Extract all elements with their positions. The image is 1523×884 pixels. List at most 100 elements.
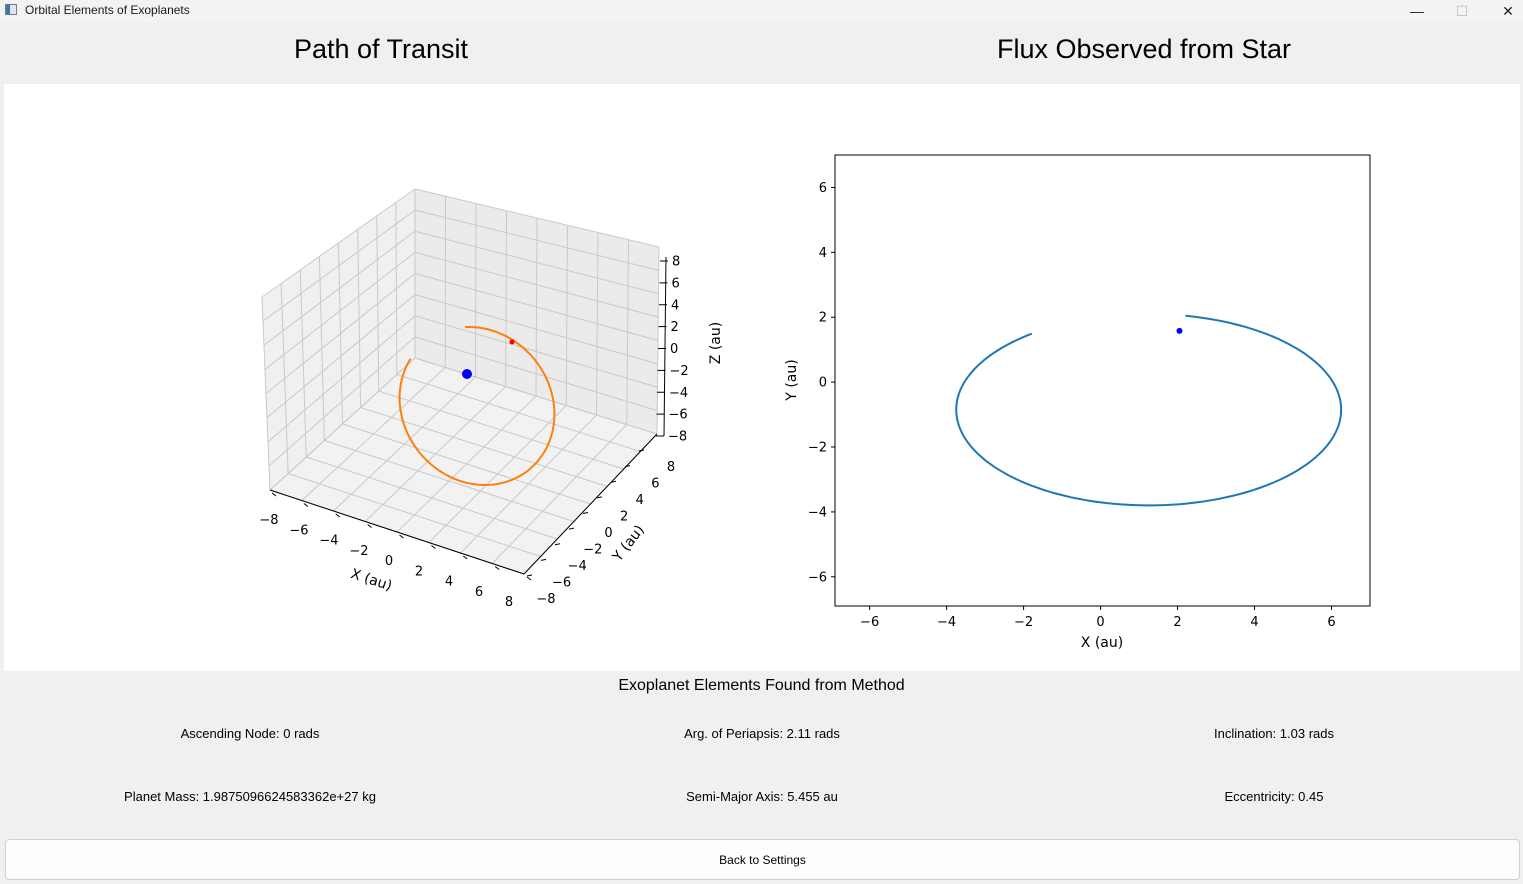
path-of-transit-title: Path of Transit	[293, 34, 469, 64]
x-tick-label-3d: −4	[319, 534, 338, 549]
planet-marker-3d	[509, 339, 515, 345]
floor-grid-y	[414, 357, 658, 435]
x-tick-label-2d: −6	[860, 615, 879, 630]
minimize-button[interactable]: —	[1410, 3, 1424, 19]
z-tick-label-3d: −6	[669, 408, 688, 423]
x-tick-label-3d: 2	[415, 564, 423, 579]
z-tick-label-3d: 0	[670, 342, 678, 357]
app-icon	[5, 4, 17, 15]
x-tick-label-2d: 0	[1096, 615, 1104, 630]
x-tick-3d	[367, 524, 372, 528]
left-wall-grid-z	[262, 209, 416, 322]
orbit-path-2d	[955, 314, 1343, 507]
y-tick-label-3d: 0	[604, 526, 612, 541]
y-tick-label-3d: −4	[568, 559, 587, 574]
y-tick-3d	[554, 543, 561, 546]
x-tick-3d	[462, 555, 468, 560]
orbit-path-3d	[398, 326, 556, 486]
x-tick-3d	[335, 513, 341, 518]
x-tick-label-3d: 8	[505, 595, 513, 610]
z-tick-label-3d: 8	[672, 255, 680, 270]
planet-mass-value: Planet Mass: 1.9875096624583362e+27 kg	[124, 789, 376, 804]
back-wall-grid-z	[414, 273, 659, 341]
y-tick-label-3d: 2	[620, 510, 628, 525]
floor-grid-x	[491, 424, 628, 564]
close-button[interactable]: ✕	[1502, 2, 1514, 19]
floor-grid-y	[378, 390, 624, 470]
y-tick-label-2d: −4	[808, 505, 827, 520]
x-axis-label-2d: X (au)	[1081, 635, 1123, 651]
floor-grid-y	[396, 374, 641, 452]
floor-grid-x	[428, 405, 567, 543]
left-wall-grid-z	[265, 273, 416, 394]
left-wall-grid-y	[376, 215, 380, 392]
semi-major-axis-value: Semi-Major Axis: 5.455 au	[686, 789, 838, 804]
x-tick-label-3d: 4	[445, 575, 453, 590]
x-tick-label-2d: 4	[1250, 615, 1258, 630]
x-tick-3d	[271, 492, 277, 497]
x-tick-label-3d: −8	[259, 513, 278, 528]
x-tick-3d	[303, 503, 309, 507]
x-tick-label-3d: −6	[289, 523, 308, 538]
flux-observed-title: Flux Observed from Star	[996, 34, 1292, 64]
y-axis-label-3d: Y (au)	[609, 522, 648, 565]
z-tick-label-3d: −8	[668, 430, 687, 445]
z-tick-label-3d: 6	[672, 276, 680, 291]
z-axis-line-3d	[663, 256, 667, 437]
y-tick-label-3d: 8	[667, 460, 675, 475]
left-wall-grid-y	[357, 229, 362, 408]
back-wall-grid-z	[414, 251, 659, 318]
x-tick-label-3d: 6	[475, 585, 483, 600]
x-tick-3d	[431, 545, 436, 549]
y-tick-3d	[568, 527, 575, 530]
x-axis-label-3d: X (au)	[349, 566, 394, 594]
y-tick-3d	[526, 574, 533, 577]
y-tick-label-2d: −2	[808, 441, 827, 456]
y-tick-label-3d: −8	[536, 592, 555, 607]
y-tick-label-2d: 4	[819, 246, 827, 261]
left-wall-grid-z	[261, 188, 416, 298]
x-tick-3d	[399, 534, 404, 539]
back-to-settings-button[interactable]: Back to Settings	[5, 839, 1520, 880]
y-axis-line-3d	[523, 433, 658, 575]
y-tick-label-3d: −2	[583, 543, 602, 558]
left-wall-grid-z	[263, 230, 416, 346]
x-tick-3d	[494, 566, 500, 570]
floor-grid-y	[342, 423, 591, 505]
star-marker-3d	[462, 369, 472, 379]
inclination-value: Inclination: 1.03 rads	[1214, 726, 1334, 741]
z-tick-label-3d: −2	[670, 364, 689, 379]
floor-grid-x	[460, 414, 597, 554]
y-tick-3d	[624, 465, 631, 468]
back-wall-grid-x	[565, 225, 568, 406]
y-tick-label-2d: 6	[819, 181, 827, 196]
window-title: Orbital Elements of Exoplanets	[25, 3, 190, 17]
back-wall-grid-z	[414, 209, 659, 271]
floor-grid-y	[360, 407, 608, 487]
back-wall-grid-z	[414, 230, 659, 295]
left-wall-grid-y	[395, 202, 398, 375]
x-tick-3d	[526, 576, 532, 581]
planet-marker-2d	[1176, 327, 1183, 334]
z-tick-label-3d: −4	[669, 386, 688, 401]
y-tick-3d	[540, 558, 547, 561]
y-tick-3d	[610, 480, 617, 483]
y-tick-label-3d: 4	[636, 493, 644, 508]
y-tick-3d	[582, 512, 589, 514]
back-wall-grid-x	[626, 239, 629, 425]
left-wall-grid-z	[264, 251, 416, 370]
elements-heading: Exoplanet Elements Found from Method	[618, 677, 905, 694]
y-tick-3d	[638, 449, 645, 452]
arg-periapsis-value: Arg. of Periapsis: 2.11 rads	[684, 726, 840, 741]
back-wall-grid-x	[596, 232, 599, 416]
x-tick-label-2d: −2	[1014, 615, 1033, 630]
y-tick-label-2d: 0	[819, 376, 827, 391]
back-wall-grid-x	[656, 246, 660, 435]
x-tick-label-2d: 6	[1327, 615, 1335, 630]
x-tick-label-2d: 2	[1173, 615, 1181, 630]
x-tick-label-3d: −2	[349, 544, 368, 559]
y-tick-label-2d: −6	[808, 570, 827, 585]
maximize-button[interactable]: ☐	[1455, 2, 1469, 19]
plot-canvas: −8 −6 −4 −2 0 2 4 6 8 −8 −6 −4 −2 0 2 4 6 8 −8 −6 −4 −2 0 2 4 6 8 …	[4, 84, 1520, 671]
